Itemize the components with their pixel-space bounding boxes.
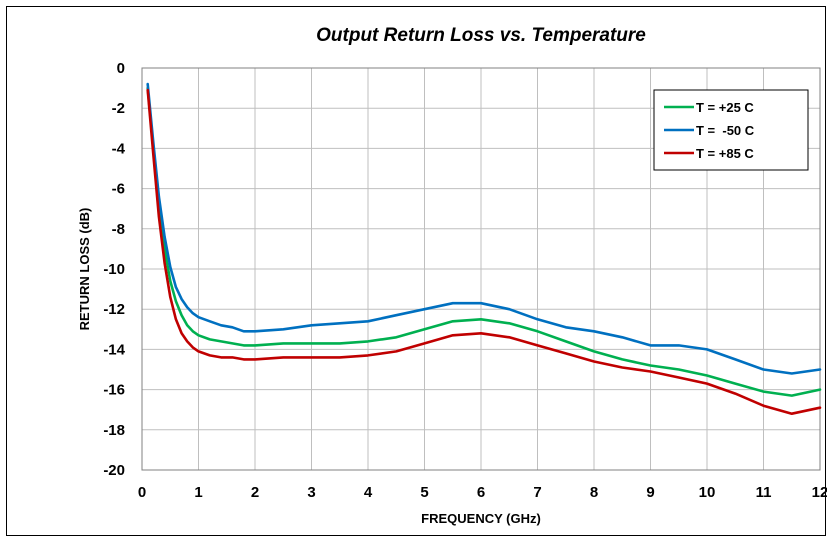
chart-frame: 0 -2 -4 -6 -8 -10 -12 -14 -16 -18 -20 0 1 2 3 4 5 6 7 8 9 10… (6, 6, 827, 536)
y-axis-title: RETURN LOSS (dB) (77, 208, 92, 331)
x-tick-label: 4 (364, 484, 373, 501)
y-tick-label: -4 (112, 140, 126, 157)
y-tick-labels: 0 -2 -4 -6 -8 -10 -12 -14 -16 -18 -20 (103, 60, 125, 479)
chart-title: Output Return Loss vs. Temperature (316, 25, 646, 46)
legend-label: T = +25 C (696, 100, 754, 115)
plot-area-border (141, 67, 821, 471)
x-tick-label: 2 (251, 484, 259, 501)
series-line (146, 88, 822, 415)
series-line (146, 82, 822, 375)
y-tick-label: -12 (103, 301, 125, 318)
x-tick-label: 12 (812, 484, 827, 501)
x-tick-label: 1 (194, 484, 202, 501)
x-tick-label: 9 (646, 484, 654, 501)
y-tick-label: -2 (112, 100, 125, 117)
y-tick-label: -10 (103, 261, 125, 278)
y-tick-label: -8 (112, 221, 125, 238)
y-tick-label: -16 (103, 382, 125, 399)
y-tick-label: -20 (103, 462, 125, 479)
x-tick-label: 11 (756, 484, 772, 501)
x-tick-label: 6 (477, 484, 485, 501)
series-line (146, 86, 822, 397)
legend-label: T = +85 C (696, 146, 754, 161)
x-tick-label: 7 (533, 484, 541, 501)
legend: T = +25 C T = -50 C T = +85 C (653, 89, 809, 171)
x-tick-label: 10 (699, 484, 716, 501)
x-tick-label: 0 (138, 484, 146, 501)
x-tick-label: 5 (420, 484, 428, 501)
x-tick-label: 3 (307, 484, 315, 501)
x-tick-label: 8 (590, 484, 598, 501)
x-tick-labels: 0 1 2 3 4 5 6 7 8 9 10 11 12 (138, 484, 827, 501)
series-lines (146, 82, 822, 415)
return-loss-chart: 0-2-4-6-8-10-12-14-16-18-20 0 1 2 3 4 5 6 7 8 9 10… (77, 25, 827, 526)
x-axis-title: FREQUENCY (GHz) (421, 511, 541, 526)
y-tick-label: -14 (103, 341, 125, 358)
y-tick-label: -6 (112, 181, 125, 198)
y-tick-label: 0 (117, 60, 125, 77)
y-tick-label: -18 (103, 422, 125, 439)
legend-label: T = -50 C (696, 123, 755, 138)
